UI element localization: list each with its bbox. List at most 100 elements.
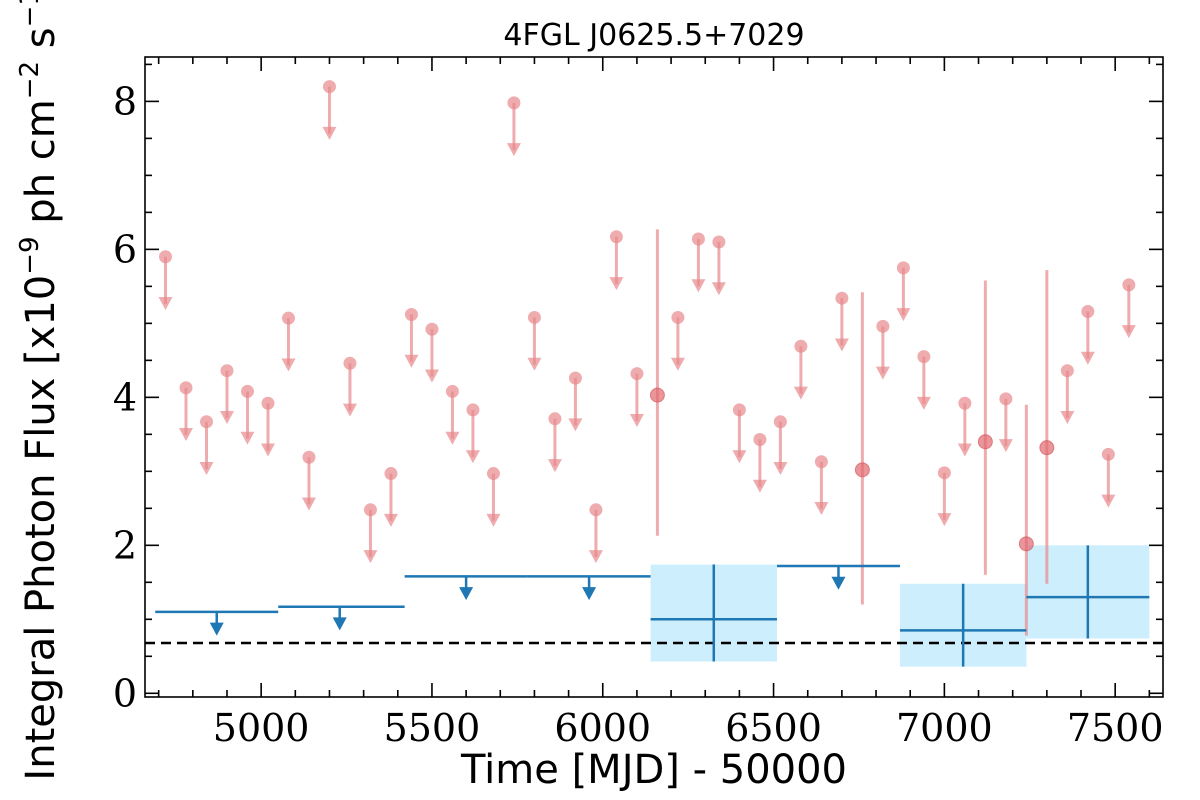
short-bin-limit-arrow — [834, 338, 849, 352]
short-bin-limit-point — [1060, 364, 1074, 378]
short-bin-limit-point — [384, 467, 398, 481]
short-bin-detection-point — [1039, 440, 1055, 456]
short-bin-limit-point — [179, 381, 193, 395]
short-bin-limit-point — [425, 322, 439, 336]
short-bin-limit-point — [322, 80, 336, 94]
y-tick-label: 2 — [113, 523, 137, 567]
short-bin-limit-arrow — [486, 513, 501, 527]
short-bin-limit-point — [445, 384, 459, 398]
short-bin-limit-point — [917, 350, 931, 364]
short-bin-limit-arrow — [158, 297, 173, 311]
short-bin-limit-arrow — [281, 358, 296, 372]
short-bin-detection-point — [649, 387, 665, 403]
short-bin-limit-arrow — [916, 396, 931, 410]
short-bin-limit-point — [999, 392, 1013, 406]
x-tick-label: 6500 — [725, 706, 822, 750]
short-bin-limit-arrow — [732, 450, 747, 464]
short-bin-limit-point — [486, 467, 500, 481]
short-bin-detection-point — [1018, 536, 1034, 552]
short-bin-limit-arrow — [547, 459, 562, 473]
short-bin-limit-arrow — [588, 550, 603, 564]
long-bin-limit-arrow — [209, 622, 224, 636]
short-bin-limit-point — [773, 415, 787, 429]
y-axis-title: Integral Photon Flux [x10−9 ph cm−2 s−1] — [15, 0, 64, 781]
short-bin-limit-arrow — [568, 418, 583, 432]
short-bin-limit-arrow — [609, 277, 624, 291]
short-bin-limit-point — [568, 371, 582, 385]
short-bin-limit-arrow — [219, 410, 234, 424]
y-tick-label: 6 — [113, 227, 137, 271]
short-bin-detection-point — [854, 462, 870, 478]
short-bin-limit-point — [261, 396, 275, 410]
short-bin-limit-arrow — [1060, 410, 1075, 424]
x-tick-label: 6000 — [554, 706, 651, 750]
short-bin-limit-arrow — [445, 431, 460, 445]
short-bin-limit-arrow — [814, 501, 829, 515]
y-axis-title-exp3: −1 — [15, 0, 45, 27]
short-bin-limit-arrow — [937, 513, 952, 527]
y-axis-title-exp1: −9 — [15, 236, 45, 274]
short-bin-limit-point — [507, 96, 521, 110]
short-bin-limit-point — [343, 356, 357, 370]
x-tick-label: 5500 — [384, 706, 481, 750]
short-bin-limit-arrow — [424, 369, 439, 383]
short-bin-limit-point — [404, 307, 418, 321]
short-bin-limit-arrow — [506, 143, 521, 157]
short-bin-limit-arrow — [691, 279, 706, 293]
short-bin-limit-arrow — [383, 513, 398, 527]
short-bin-limit-arrow — [1101, 494, 1116, 508]
short-bin-limit-arrow — [896, 308, 911, 322]
short-bin-limit-arrow — [773, 462, 788, 476]
long-bin-limit-arrow — [831, 576, 846, 590]
short-bin-limit-point — [937, 466, 951, 480]
x-axis-title: Time [MJD] - 50000 — [460, 747, 847, 793]
short-bin-limit-arrow — [711, 282, 726, 296]
short-bin-limit-point — [732, 403, 746, 417]
x-tick-label: 5000 — [213, 706, 310, 750]
short-bin-limit-point — [1101, 447, 1115, 461]
x-tick-label: 7000 — [896, 706, 993, 750]
long-bin-limit-arrow — [332, 617, 347, 631]
short-bin-limit-point — [794, 339, 808, 353]
short-bin-limit-point — [876, 319, 890, 333]
short-bin-limit-point — [240, 384, 254, 398]
short-bin-limit-point — [1081, 305, 1095, 319]
short-bin-limit-point — [302, 450, 316, 464]
x-tick-label: 7500 — [1067, 706, 1164, 750]
short-bin-limit-arrow — [1080, 351, 1095, 365]
y-tick-label: 8 — [113, 79, 137, 123]
short-bin-limit-arrow — [404, 354, 419, 368]
short-bin-limit-arrow — [363, 550, 378, 564]
y-axis-title-part1: Integral Photon Flux [x10 — [18, 275, 64, 781]
short-bin-limit-point — [630, 367, 644, 381]
chart-title: 4FGL J0625.5+7029 — [503, 18, 804, 53]
short-bin-limit-arrow — [240, 431, 255, 445]
short-bin-limit-arrow — [322, 126, 337, 140]
axes: 5000 5500 6000 6500 7000 7500 0 2 4 6 8 — [113, 56, 1164, 750]
y-axis-title-part2: ph cm — [18, 99, 64, 236]
short-bin-limit-point — [753, 433, 767, 447]
y-axis-title-exp2: −2 — [15, 61, 45, 99]
short-bin-limit-point — [1122, 278, 1136, 292]
short-bin-limit-arrow — [465, 450, 480, 464]
y-axis-title-part3: s — [18, 27, 64, 61]
long-bin-limit-arrow — [459, 587, 474, 601]
y-tick-label: 0 — [113, 671, 137, 715]
short-bin-limit-point — [281, 311, 295, 325]
short-bin-limit-arrow — [629, 413, 644, 427]
short-bin-limit-arrow — [793, 386, 808, 400]
short-bin-limit-arrow — [875, 366, 890, 380]
short-bin-limit-arrow — [527, 357, 542, 371]
short-bin-limit-point — [958, 396, 972, 410]
short-bin-detection-point — [977, 434, 993, 450]
short-bin-limit-point — [814, 455, 828, 469]
short-bin-limit-point — [527, 310, 541, 324]
long-bin-limit-arrow — [582, 587, 597, 601]
short-bin-limit-arrow — [178, 428, 193, 441]
short-bin-limit-arrow — [1121, 325, 1136, 339]
short-bin-limit-point — [548, 412, 562, 426]
short-bin-limit-point — [896, 261, 910, 275]
short-bin-limit-point — [158, 250, 172, 264]
short-bin-limit-point — [609, 230, 623, 244]
